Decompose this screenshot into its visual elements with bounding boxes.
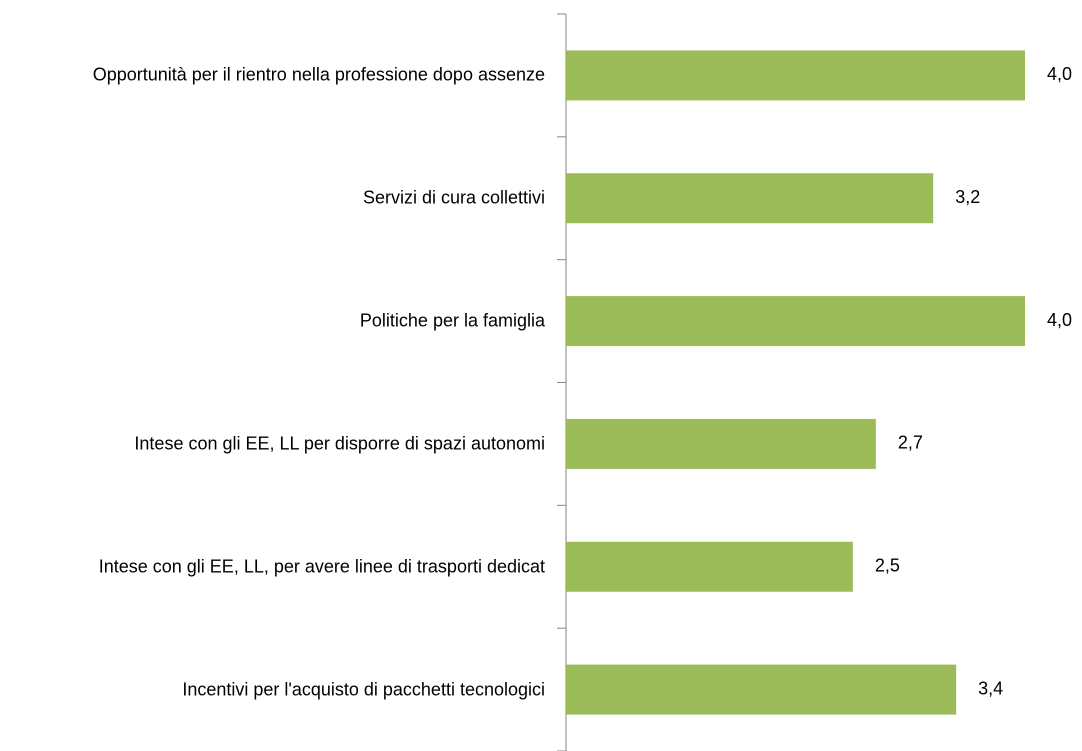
- bar: [566, 296, 1025, 347]
- data-label: 3,4: [978, 678, 1003, 698]
- category-label: Incentivi per l'acquisto di pacchetti te…: [182, 679, 545, 700]
- category-label-box: Opportunità per il rientro nella profess…: [5, 63, 545, 88]
- category-label-box: Intese con gli EE, LL, per avere linee d…: [5, 554, 545, 579]
- category-label: Politiche per la famiglia: [359, 310, 545, 331]
- data-label: 4,0: [1047, 310, 1072, 330]
- bar: [566, 541, 853, 592]
- category-label: Intese con gli EE, LL per disporre di sp…: [134, 433, 545, 454]
- category-label: Opportunità per il rientro nella profess…: [92, 64, 545, 85]
- category-label: Servizi di cura collettivi: [362, 187, 545, 208]
- data-label: 4,0: [1047, 64, 1072, 84]
- category-label: Intese con gli EE, LL, per avere linee d…: [98, 556, 545, 577]
- category-label-box: Politiche per la famiglia: [5, 309, 545, 334]
- category-label-box: Intese con gli EE, LL per disporre di sp…: [5, 431, 545, 456]
- bar: [566, 50, 1025, 101]
- data-label: 3,2: [955, 187, 980, 207]
- category-label-box: Servizi di cura collettivi: [5, 186, 545, 211]
- data-label: 2,7: [898, 433, 923, 453]
- bar: [566, 664, 957, 715]
- bar: [566, 418, 876, 469]
- category-label-box: Incentivi per l'acquisto di pacchetti te…: [5, 677, 545, 702]
- bar: [566, 173, 934, 224]
- data-label: 2,5: [875, 556, 900, 576]
